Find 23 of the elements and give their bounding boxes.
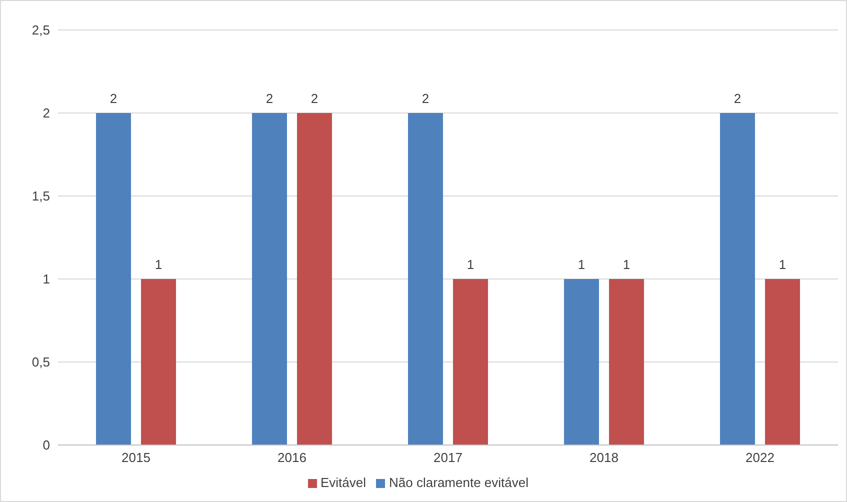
x-tick-label: 2016 [278, 450, 306, 466]
y-tick-label: 1,5 [32, 188, 50, 204]
data-label: 1 [622, 257, 630, 272]
y-tick-label: 2,5 [32, 22, 50, 38]
data-label: 2 [734, 91, 742, 106]
y-tick-label: 2 [42, 106, 50, 121]
data-label: 2 [110, 91, 118, 106]
legend-label: Não claramente evitável [389, 475, 528, 490]
y-tick-label: 0,5 [32, 354, 50, 370]
data-label: 1 [778, 257, 786, 272]
y-tick-label: 0 [42, 438, 50, 453]
data-label: 2 [310, 91, 318, 106]
y-tick-label: 1 [42, 272, 50, 287]
x-tick-label: 2018 [590, 450, 618, 466]
x-tick-label: 2017 [434, 450, 462, 466]
data-label: 2 [422, 91, 430, 106]
data-label: 1 [578, 257, 586, 272]
data-label: 1 [154, 257, 162, 272]
x-tick-label: 2022 [746, 450, 774, 466]
data-label: 2 [266, 91, 274, 106]
x-tick-label: 2015 [122, 450, 150, 466]
data-label: 1 [466, 257, 474, 272]
legend-label: Evitável [320, 475, 366, 490]
